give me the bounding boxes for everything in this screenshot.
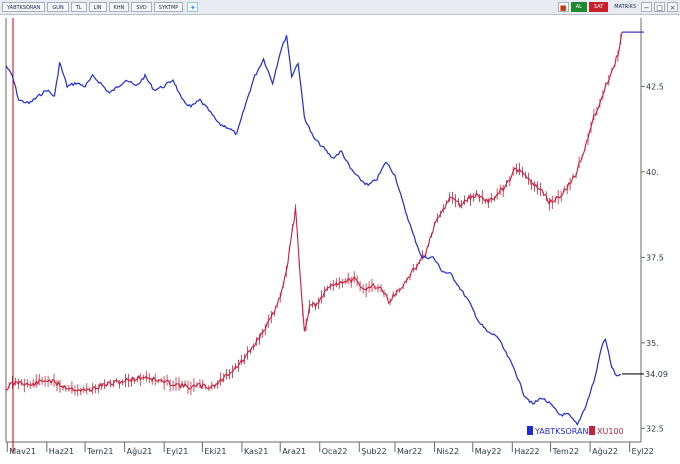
legend-label-yabtksoran: YABTKSORAN [534,427,588,436]
x-tick-label: Haz21 [49,447,74,456]
legend-swatch-xu100 [589,426,595,435]
legend-label-xu100: XU100 [597,427,624,436]
x-tick-label: Şub22 [361,447,386,456]
sell-button[interactable]: SAT [588,2,609,12]
overlay-layer: 34.09 [622,31,668,379]
chart-plot: 32.5 35. 37.5 40. 42.5 Mav21 Haz21 Tem21 Ağu21 E… [5,18,668,456]
x-tick-label: Mav21 [9,447,36,456]
y-tick-label: 35. [646,339,659,348]
x-tick-label: Tem22 [552,447,579,456]
x-tick-label: Eyl21 [166,447,188,456]
series-line-yabtksoran [5,35,622,426]
period-selector[interactable]: GUN [47,2,69,12]
close-icon[interactable]: × [667,2,678,12]
x-axis: Mav21 Haz21 Tem21 Ağu21 Eyl21 Eki21 Kas21 Ara21… [6,442,654,456]
series-line-xu100 [6,32,623,393]
x-tick-label: Eki21 [204,447,226,456]
x-tick-label: Haz22 [514,447,539,456]
x-tick-label: Ağu21 [127,447,153,456]
y-tick-label: 37.5 [646,253,664,262]
y-axis: 32.5 35. 37.5 40. 42.5 [641,82,664,433]
y-tick-label: 32.5 [646,424,664,433]
x-tick-label: Mar22 [397,447,422,456]
x-tick-label: Oca22 [322,447,348,456]
plot-frame [5,18,642,454]
syktmp-button[interactable]: SYKTMP [153,2,184,12]
toolbar-right-group: ■ AL SAT MATRiKS − □ × [556,1,678,13]
current-value-label: 34.09 [645,370,668,379]
x-tick-label: May22 [475,447,502,456]
y-tick-label: 42.5 [646,82,664,91]
x-tick-label: Nis22 [437,447,460,456]
currency-selector[interactable]: TL [70,2,87,12]
alarm-icon[interactable]: ■ [557,2,569,12]
legend: YABTKSORAN XU100 [527,426,624,436]
symbol-field[interactable]: YABTKSORAN [2,2,46,12]
y-tick-label: 40. [646,168,659,177]
restore-icon[interactable]: □ [654,2,665,12]
chart-toolbar: YABTKSORAN GUN TL LIN KHN SVD SYKTMP ✦ ■… [0,0,680,15]
x-tick-label: Ağu22 [592,447,618,456]
series-layer [5,32,623,426]
series-bars-xu100 [5,34,622,397]
legend-swatch-yabtksoran [527,426,533,435]
matriks-brand-label: MATRiKS [614,4,636,10]
toolbar-left-group: YABTKSORAN GUN TL LIN KHN SVD SYKTMP ✦ [2,1,199,13]
scale-selector[interactable]: LIN [88,2,107,12]
buy-button[interactable]: AL [570,2,587,12]
twitter-icon[interactable]: ✦ [187,2,199,12]
x-tick-label: Tem21 [86,447,113,456]
x-tick-label: Ara21 [282,447,306,456]
x-tick-label: Kas21 [244,447,268,456]
minimize-icon[interactable]: − [641,2,652,12]
svd-button[interactable]: SVD [131,2,152,12]
x-tick-label: Eyl22 [632,447,654,456]
khn-button[interactable]: KHN [108,2,130,12]
